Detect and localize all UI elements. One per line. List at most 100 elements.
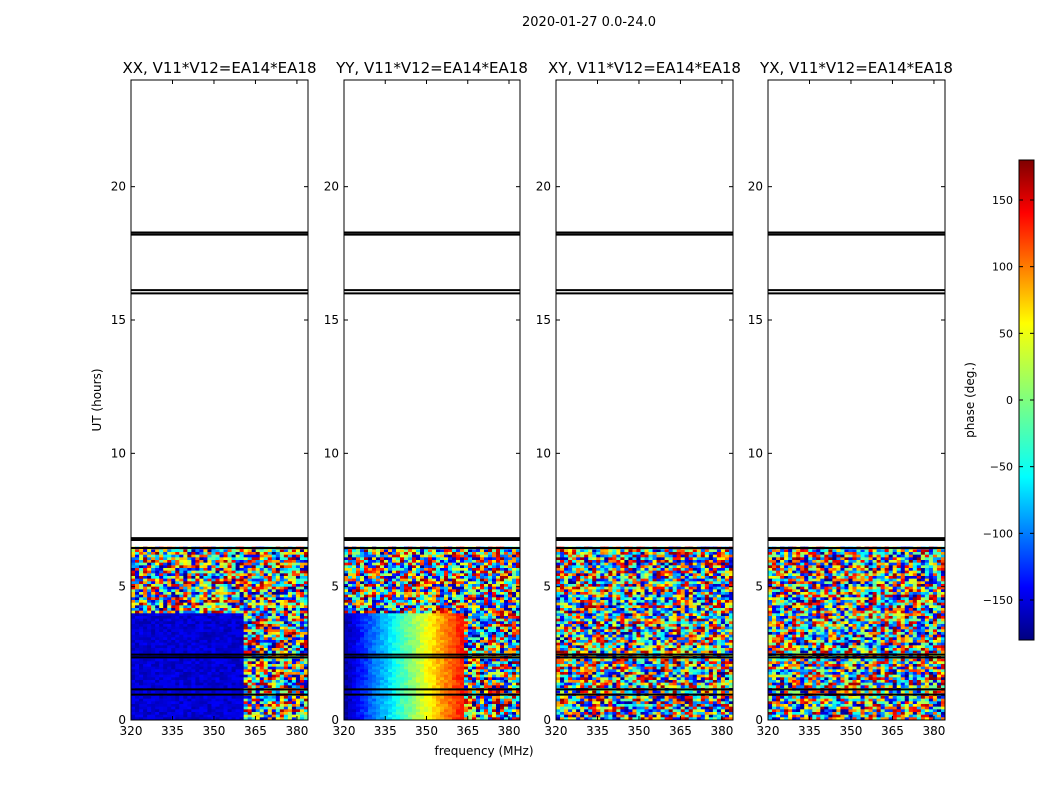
phase-cell bbox=[364, 594, 369, 598]
phase-cell bbox=[512, 600, 517, 604]
phase-cell bbox=[259, 712, 265, 716]
phase-cell bbox=[155, 706, 160, 710]
phase-cell bbox=[440, 554, 445, 558]
phase-cell bbox=[191, 632, 196, 636]
phase-cell bbox=[279, 666, 285, 670]
phase-cell bbox=[303, 581, 308, 585]
phase-cell bbox=[484, 645, 489, 649]
phase-cell bbox=[195, 672, 200, 676]
phase-cell bbox=[352, 658, 357, 662]
phase-cell bbox=[412, 629, 417, 633]
phase-cell bbox=[444, 554, 449, 558]
phase-cell bbox=[344, 554, 349, 558]
phase-cell bbox=[207, 629, 213, 633]
phase-cell bbox=[211, 592, 217, 596]
phase-cell bbox=[400, 658, 405, 662]
phase-cell bbox=[468, 589, 473, 593]
phase-cell bbox=[263, 613, 269, 617]
phase-cell bbox=[368, 642, 373, 646]
phase-cell bbox=[364, 552, 369, 556]
phase-cell bbox=[348, 632, 353, 636]
phase-cell bbox=[412, 661, 417, 665]
phase-cell bbox=[191, 677, 196, 681]
phase-cell bbox=[227, 669, 233, 673]
phase-cell bbox=[344, 640, 349, 644]
phase-cell bbox=[492, 629, 497, 633]
phase-cell bbox=[464, 586, 469, 590]
phase-cell bbox=[412, 597, 417, 601]
phase-cell bbox=[299, 581, 305, 585]
phase-cell bbox=[163, 610, 168, 614]
phase-cell bbox=[231, 592, 237, 596]
phase-cell bbox=[484, 661, 489, 665]
phase-cell bbox=[468, 669, 473, 673]
phase-cell bbox=[516, 562, 520, 566]
phase-cell bbox=[484, 578, 489, 582]
phase-cell bbox=[259, 568, 265, 572]
phase-cell bbox=[348, 669, 353, 673]
phase-cell bbox=[195, 621, 200, 625]
phase-cell bbox=[167, 589, 172, 593]
phase-cell bbox=[348, 602, 353, 606]
phase-cell bbox=[167, 616, 172, 620]
phase-cell bbox=[271, 616, 277, 620]
phase-cell bbox=[380, 621, 385, 625]
phase-cell bbox=[143, 570, 148, 574]
phase-cell bbox=[179, 565, 184, 569]
phase-cell bbox=[287, 570, 293, 574]
phase-cell bbox=[384, 658, 389, 662]
phase-cell bbox=[183, 680, 188, 684]
phase-cell bbox=[267, 584, 273, 588]
phase-cell bbox=[235, 677, 241, 681]
phase-cell bbox=[203, 592, 209, 596]
phase-cell bbox=[243, 709, 249, 713]
phase-cell bbox=[412, 581, 417, 585]
phase-cell bbox=[251, 560, 257, 564]
phase-cell bbox=[444, 634, 449, 638]
phase-cell bbox=[219, 562, 225, 566]
phase-cell bbox=[368, 629, 373, 633]
phase-cell bbox=[348, 565, 353, 569]
phase-cell bbox=[428, 666, 433, 670]
phase-cell bbox=[131, 701, 136, 705]
phase-cell bbox=[295, 613, 301, 617]
phase-cell bbox=[163, 658, 168, 662]
phase-cell bbox=[147, 557, 152, 561]
phase-cell bbox=[492, 549, 497, 553]
phase-cell bbox=[364, 672, 369, 676]
phase-cell bbox=[432, 632, 437, 636]
phase-cell bbox=[424, 629, 429, 633]
y-tick-label: 5 bbox=[118, 580, 126, 594]
phase-cell bbox=[496, 570, 501, 574]
phase-cell bbox=[356, 605, 361, 609]
phase-cell bbox=[384, 586, 389, 590]
phase-cell bbox=[448, 634, 453, 638]
phase-cell bbox=[392, 672, 397, 676]
phase-cell bbox=[235, 672, 241, 676]
phase-cell bbox=[464, 616, 469, 620]
phase-cell bbox=[352, 549, 357, 553]
phase-cell bbox=[131, 709, 136, 713]
phase-cell bbox=[267, 557, 273, 561]
phase-cell bbox=[384, 666, 389, 670]
phase-cell bbox=[255, 640, 261, 644]
phase-cell bbox=[255, 658, 261, 662]
phase-cell bbox=[512, 629, 517, 633]
phase-cell bbox=[159, 554, 164, 558]
phase-cell bbox=[372, 648, 377, 652]
phase-cell bbox=[239, 605, 245, 609]
phase-cell bbox=[175, 637, 180, 641]
phase-cell bbox=[223, 634, 229, 638]
phase-cell bbox=[131, 664, 136, 668]
phase-cell bbox=[408, 637, 413, 641]
phase-cell bbox=[380, 640, 385, 644]
phase-cell bbox=[508, 640, 513, 644]
phase-cell bbox=[444, 549, 449, 553]
phase-cell bbox=[231, 562, 237, 566]
phase-cell bbox=[428, 650, 433, 654]
phase-cell bbox=[227, 682, 233, 686]
phase-cell bbox=[163, 549, 168, 553]
phase-cell bbox=[255, 682, 261, 686]
phase-cell bbox=[400, 600, 405, 604]
phase-cell bbox=[271, 568, 277, 572]
